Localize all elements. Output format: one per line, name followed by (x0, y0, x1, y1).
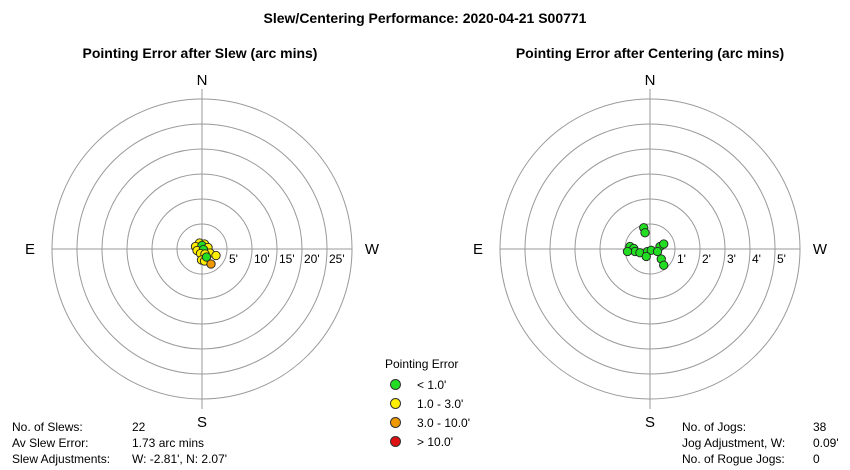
stat-value: 0.09' (813, 436, 839, 450)
stat-label: No. of Slews: (12, 420, 83, 434)
centering-compass-north: N (645, 72, 656, 89)
slew-ring-label: 10' (254, 252, 270, 266)
slew-compass-east: E (25, 241, 35, 258)
slew-ring-label: 5' (229, 252, 238, 266)
slew-ring-label: 15' (279, 252, 295, 266)
centering-compass-east: E (473, 241, 483, 258)
centering-data-point (659, 239, 669, 249)
stat-value: 22 (132, 420, 146, 434)
centering-data-point (640, 228, 650, 238)
stat-value: 38 (813, 420, 827, 434)
centering-compass-south: S (645, 414, 655, 431)
slew-data-point (206, 259, 216, 269)
legend-label: < 1.0' (417, 377, 447, 392)
stat-row-av-slew-error: Av Slew Error: 1.73 arc mins (12, 435, 227, 451)
slew-compass-west: W (365, 241, 380, 258)
stat-label: Av Slew Error: (12, 436, 89, 450)
centering-data-point (652, 246, 663, 257)
centering-ring-label: 4' (752, 252, 761, 266)
slew-data-point (201, 252, 212, 262)
legend-swatch-green (390, 379, 401, 390)
slew-compass-north: N (197, 72, 208, 89)
centering-ring-label: 1' (677, 252, 686, 266)
legend-swatch-yellow (390, 398, 401, 409)
slew-stats: No. of Slews: 22 Av Slew Error: 1.73 arc… (12, 419, 227, 467)
legend-swatch-red (390, 436, 401, 447)
slew-chart-title: Pointing Error after Slew (arc mins) (82, 45, 318, 61)
centering-ring-label: 3' (727, 252, 736, 266)
legend: Pointing Error < 1.0' 1.0 - 3.0' 3.0 - 1… (385, 357, 470, 451)
legend-item-3to10: 3.0 - 10.0' (385, 413, 470, 432)
stat-label: Slew Adjustments: (12, 452, 111, 466)
centering-data-point (659, 260, 669, 270)
stat-label: No. of Rogue Jogs: (682, 452, 785, 466)
legend-item-gt10: > 10.0' (385, 432, 470, 451)
centering-compass-west: W (813, 241, 828, 258)
stat-value: W: -2.81', N: 2.07' (132, 452, 228, 466)
stat-row-jog-adjustment: Jog Adjustment, W: 0.09' (682, 435, 839, 451)
slew-data-point (211, 250, 221, 261)
stat-row-jogs: No. of Jogs: 38 (682, 419, 839, 435)
main-title: Slew/Centering Performance: 2020-04-21 S… (263, 10, 587, 26)
slew-compass-south: S (197, 414, 207, 431)
legend-label: 3.0 - 10.0' (417, 415, 470, 430)
jog-stats: No. of Jogs: 38 Jog Adjustment, W: 0.09'… (682, 419, 839, 467)
legend-label: > 10.0' (417, 434, 453, 449)
slew-ring-label: 20' (304, 252, 320, 266)
legend-label: 1.0 - 3.0' (417, 396, 464, 411)
centering-ring-label: 2' (702, 252, 711, 266)
stat-label: No. of Jogs: (682, 420, 747, 434)
legend-swatch-orange (390, 417, 401, 428)
legend-title: Pointing Error (385, 357, 459, 371)
stat-row-slews: No. of Slews: 22 (12, 419, 227, 435)
centering-data-point (641, 251, 651, 262)
stat-label: Jog Adjustment, W: (682, 436, 786, 450)
centering-data-point (622, 246, 633, 257)
legend-item-lt1: < 1.0' (385, 375, 470, 394)
centering-chart-title: Pointing Error after Centering (arc mins… (515, 45, 785, 61)
stat-value: 1.73 arc mins (132, 436, 205, 450)
stat-row-slew-adjustments: Slew Adjustments: W: -2.81', N: 2.07' (12, 451, 227, 467)
legend-item-1to3: 1.0 - 3.0' (385, 394, 470, 413)
stat-value: 0 (813, 452, 820, 466)
centering-ring-label: 5' (777, 252, 786, 266)
slew-ring-label: 25' (329, 252, 345, 266)
stat-row-rogue-jogs: No. of Rogue Jogs: 0 (682, 451, 839, 467)
